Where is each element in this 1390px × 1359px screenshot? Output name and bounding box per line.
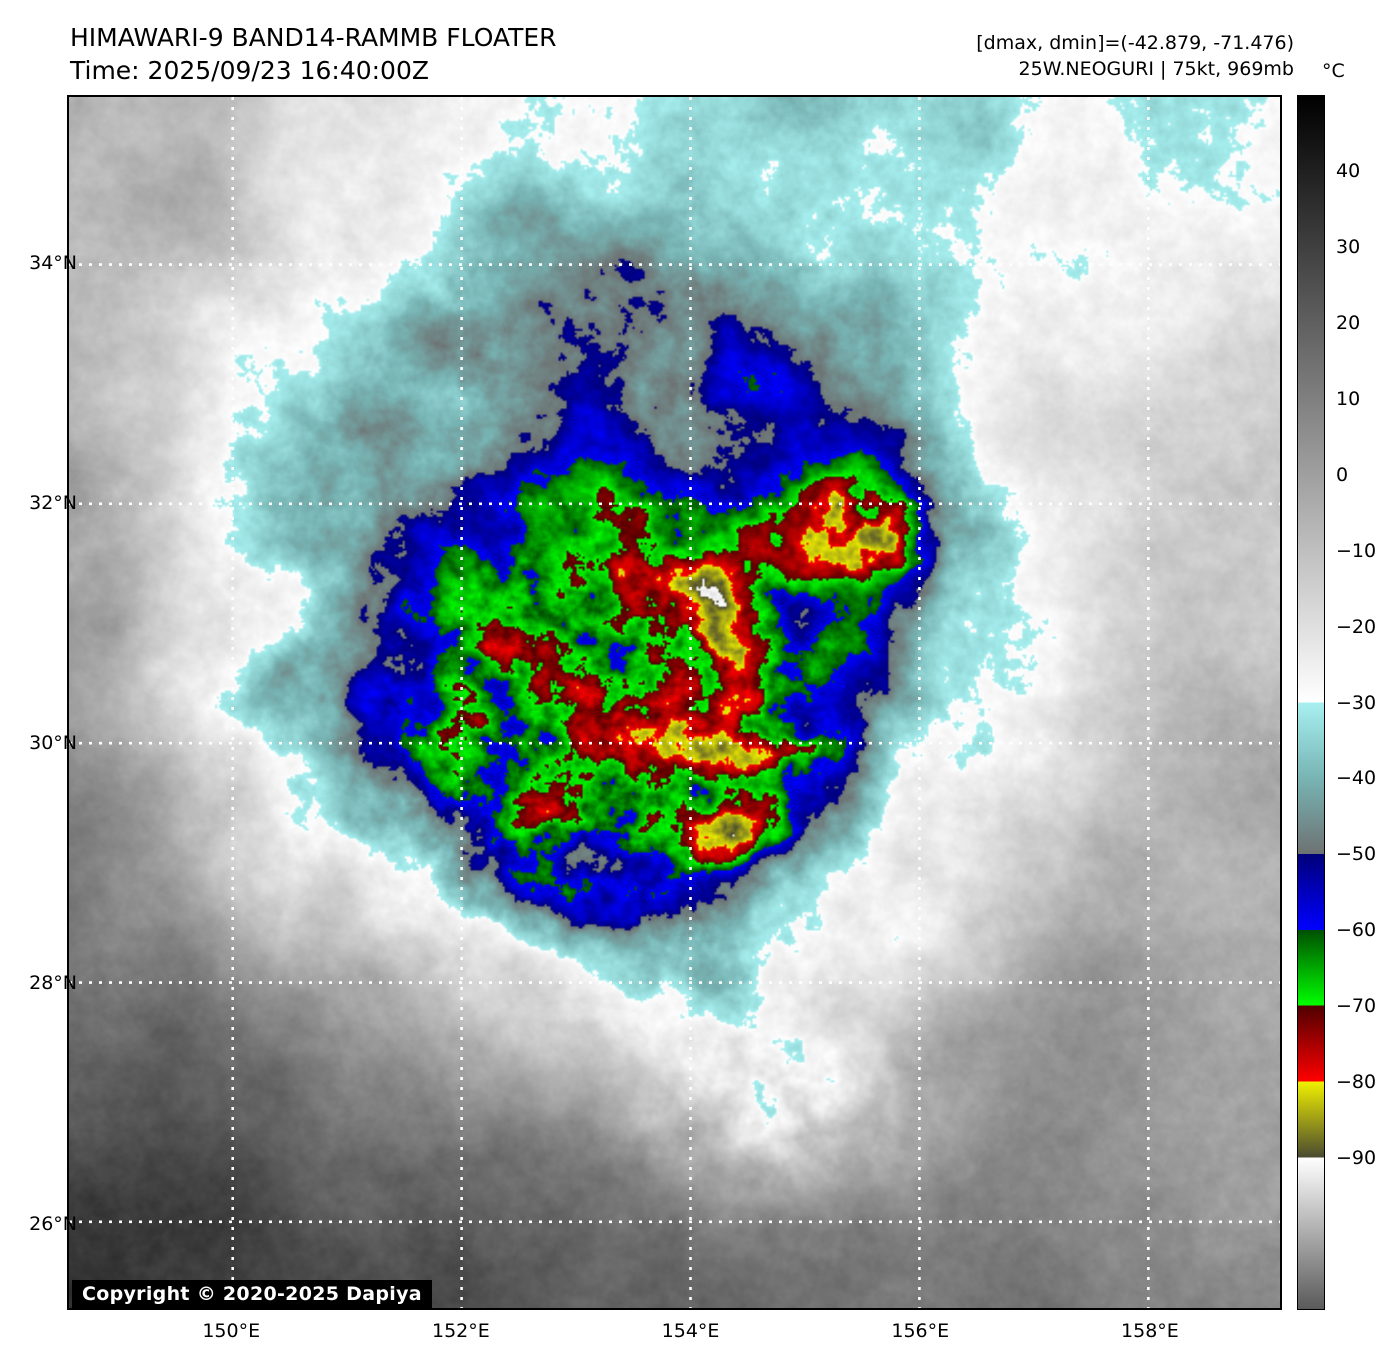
lon-tick-152: 152°E (432, 1320, 490, 1342)
lon-tick-158: 158°E (1121, 1320, 1179, 1342)
lat-tick-32: 32°N (29, 492, 77, 515)
colorbar-tick--10: −10 (1336, 539, 1377, 562)
colorbar-tick--20: −20 (1336, 615, 1377, 638)
lat-tick-28: 28°N (29, 972, 77, 995)
dminmax-label: [dmax, dmin]=(-42.879, -71.476) (976, 32, 1294, 54)
colorbar-tick-10: 10 (1336, 387, 1361, 410)
colorbar-tick--40: −40 (1336, 767, 1377, 790)
colorbar-gradient (1298, 96, 1324, 1309)
storm-label: 25W.NEOGURI | 75kt, 969mb (1018, 58, 1294, 81)
colorbar-tick--80: −80 (1336, 1071, 1377, 1094)
title-time: Time: 2025/09/23 16:40:00Z (70, 55, 429, 85)
lat-tick-26: 26°N (29, 1212, 77, 1235)
lon-tick-156: 156°E (891, 1320, 950, 1342)
colorbar-tick-0: 0 (1336, 463, 1349, 486)
colorbar-tick-20: 20 (1336, 311, 1361, 334)
ir-brightness-field (69, 97, 1280, 1308)
copyright-watermark: Copyright © 2020-2025 Dapiya (72, 1280, 432, 1309)
colorbar (1297, 95, 1325, 1310)
map-gridlines (69, 97, 1280, 1308)
lon-tick-154: 154°E (661, 1320, 720, 1342)
colorbar-tick--70: −70 (1336, 995, 1377, 1018)
colorbar-tick-40: 40 (1336, 159, 1361, 182)
colorbar-tick--60: −60 (1336, 919, 1377, 942)
lat-tick-34: 34°N (29, 252, 77, 275)
colorbar-tick-30: 30 (1336, 235, 1361, 258)
satellite-image (69, 97, 1280, 1308)
colorbar-tick--50: −50 (1336, 843, 1377, 866)
lon-tick-150: 150°E (202, 1320, 261, 1342)
lat-tick-30: 30°N (29, 732, 77, 755)
metadata-block: [dmax, dmin]=(-42.879, -71.476) 25W.NEOG… (976, 30, 1294, 82)
page-title: HIMAWARI-9 BAND14-RAMMB FLOATER Time: 20… (70, 22, 557, 87)
colorbar-tick--30: −30 (1336, 691, 1377, 714)
colorbar-tick--90: −90 (1336, 1147, 1377, 1170)
satellite-map[interactable] (67, 95, 1282, 1310)
colorbar-unit-label: °C (1322, 60, 1345, 82)
title-text: HIMAWARI-9 BAND14-RAMMB FLOATER (70, 23, 557, 52)
